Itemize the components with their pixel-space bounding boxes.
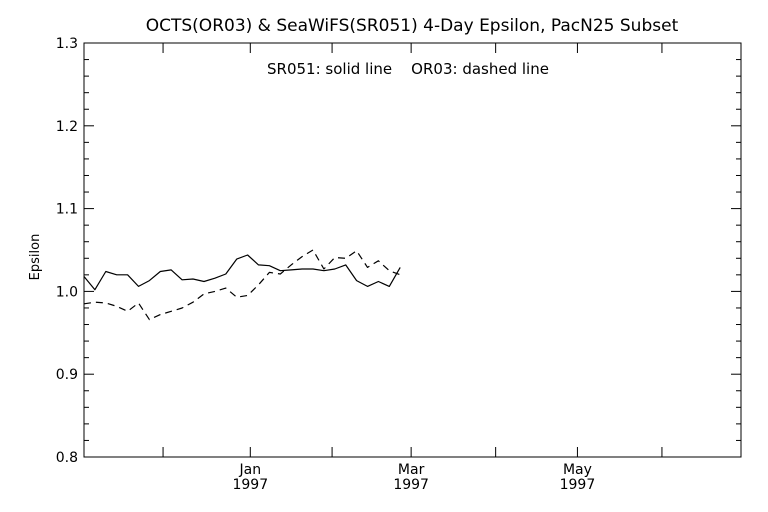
- x-tick-label-month: Jan: [238, 462, 261, 478]
- y-tick-label: 0.8: [56, 450, 78, 466]
- y-axis-label: Epsilon: [28, 234, 43, 281]
- y-tick-label: 1.1: [56, 202, 78, 218]
- x-tick-label-month: Mar: [398, 462, 425, 478]
- y-tick-label: 0.9: [56, 367, 78, 383]
- chart-title: OCTS(OR03) & SeaWiFS(SR051) 4-Day Epsilo…: [146, 16, 679, 36]
- series-or03-dashed-line: [83, 249, 401, 321]
- y-tick-label: 1.3: [56, 36, 78, 52]
- series-style-annotation: SR051: solid line OR03: dashed line: [267, 60, 549, 78]
- x-tick-label-year: 1997: [560, 477, 596, 493]
- plot-frame: [83, 42, 742, 458]
- series-layer: [83, 249, 401, 321]
- x-tick-label-year: 1997: [393, 477, 429, 493]
- series-sr051-solid-line: [83, 254, 401, 291]
- y-tick-label: 1.2: [56, 119, 78, 135]
- x-tick-label-month: May: [563, 462, 592, 478]
- x-tick-label-year: 1997: [232, 477, 268, 493]
- y-tick-label: 1.0: [56, 284, 78, 300]
